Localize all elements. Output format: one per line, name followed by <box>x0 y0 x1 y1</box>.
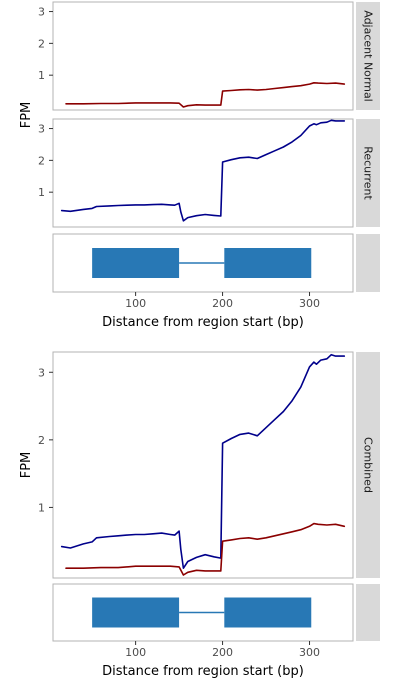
y-tick-label: 1 <box>38 186 45 199</box>
panel-border <box>52 118 354 228</box>
gene-model-bottom: 100 200 300 <box>52 583 380 659</box>
exon-box <box>92 597 180 628</box>
panel-recurrent: 1 2 3 Recurrent <box>38 118 380 228</box>
gene-model-top: 100 200 300 <box>52 233 380 310</box>
y-tick-label: 2 <box>38 434 45 447</box>
facet-strip <box>356 119 380 227</box>
y-tick-label: 1 <box>38 69 45 82</box>
y-tick-label: 2 <box>38 154 45 167</box>
x-axis-title: Distance from region start (bp) <box>102 315 304 330</box>
x-tick-label: 200 <box>212 646 233 659</box>
y-tick-label: 3 <box>38 366 45 379</box>
panel-border <box>52 1 354 111</box>
x-tick-label: 100 <box>125 646 146 659</box>
exon-box <box>224 597 312 628</box>
facet-strip <box>356 352 380 578</box>
y-axis-title: FPM <box>19 452 34 479</box>
y-tick-label: 3 <box>38 123 45 136</box>
series-line-adjacent-normal <box>65 522 346 576</box>
facet-strip-blank <box>356 234 380 292</box>
x-tick-label: 100 <box>125 297 146 310</box>
x-axis-title: Distance from region start (bp) <box>102 664 304 679</box>
facet-strip-label: Adjacent Normal <box>362 10 375 102</box>
x-tick-label: 300 <box>299 297 320 310</box>
y-axis-title: FPM <box>19 102 34 129</box>
panel-border <box>52 351 354 579</box>
facet-strip-label: Recurrent <box>362 146 375 200</box>
panel-adjacent-normal: 1 2 3 Adjacent Normal <box>38 1 380 111</box>
y-tick-label: 3 <box>38 6 45 19</box>
x-tick-label: 300 <box>299 646 320 659</box>
exon-box <box>92 248 180 278</box>
y-tick-label: 1 <box>38 501 45 514</box>
series-line-adjacent-normal <box>65 82 346 108</box>
y-tick-label: 2 <box>38 37 45 50</box>
panel-combined: 1 2 3 Combined <box>38 351 380 579</box>
facet-strip-blank <box>356 584 380 641</box>
facet-strip <box>356 2 380 110</box>
series-line-recurrent <box>60 353 346 570</box>
series-line-recurrent <box>60 119 346 222</box>
x-tick-label: 200 <box>212 297 233 310</box>
facet-strip-label: Combined <box>362 437 375 493</box>
exon-box <box>224 248 312 278</box>
